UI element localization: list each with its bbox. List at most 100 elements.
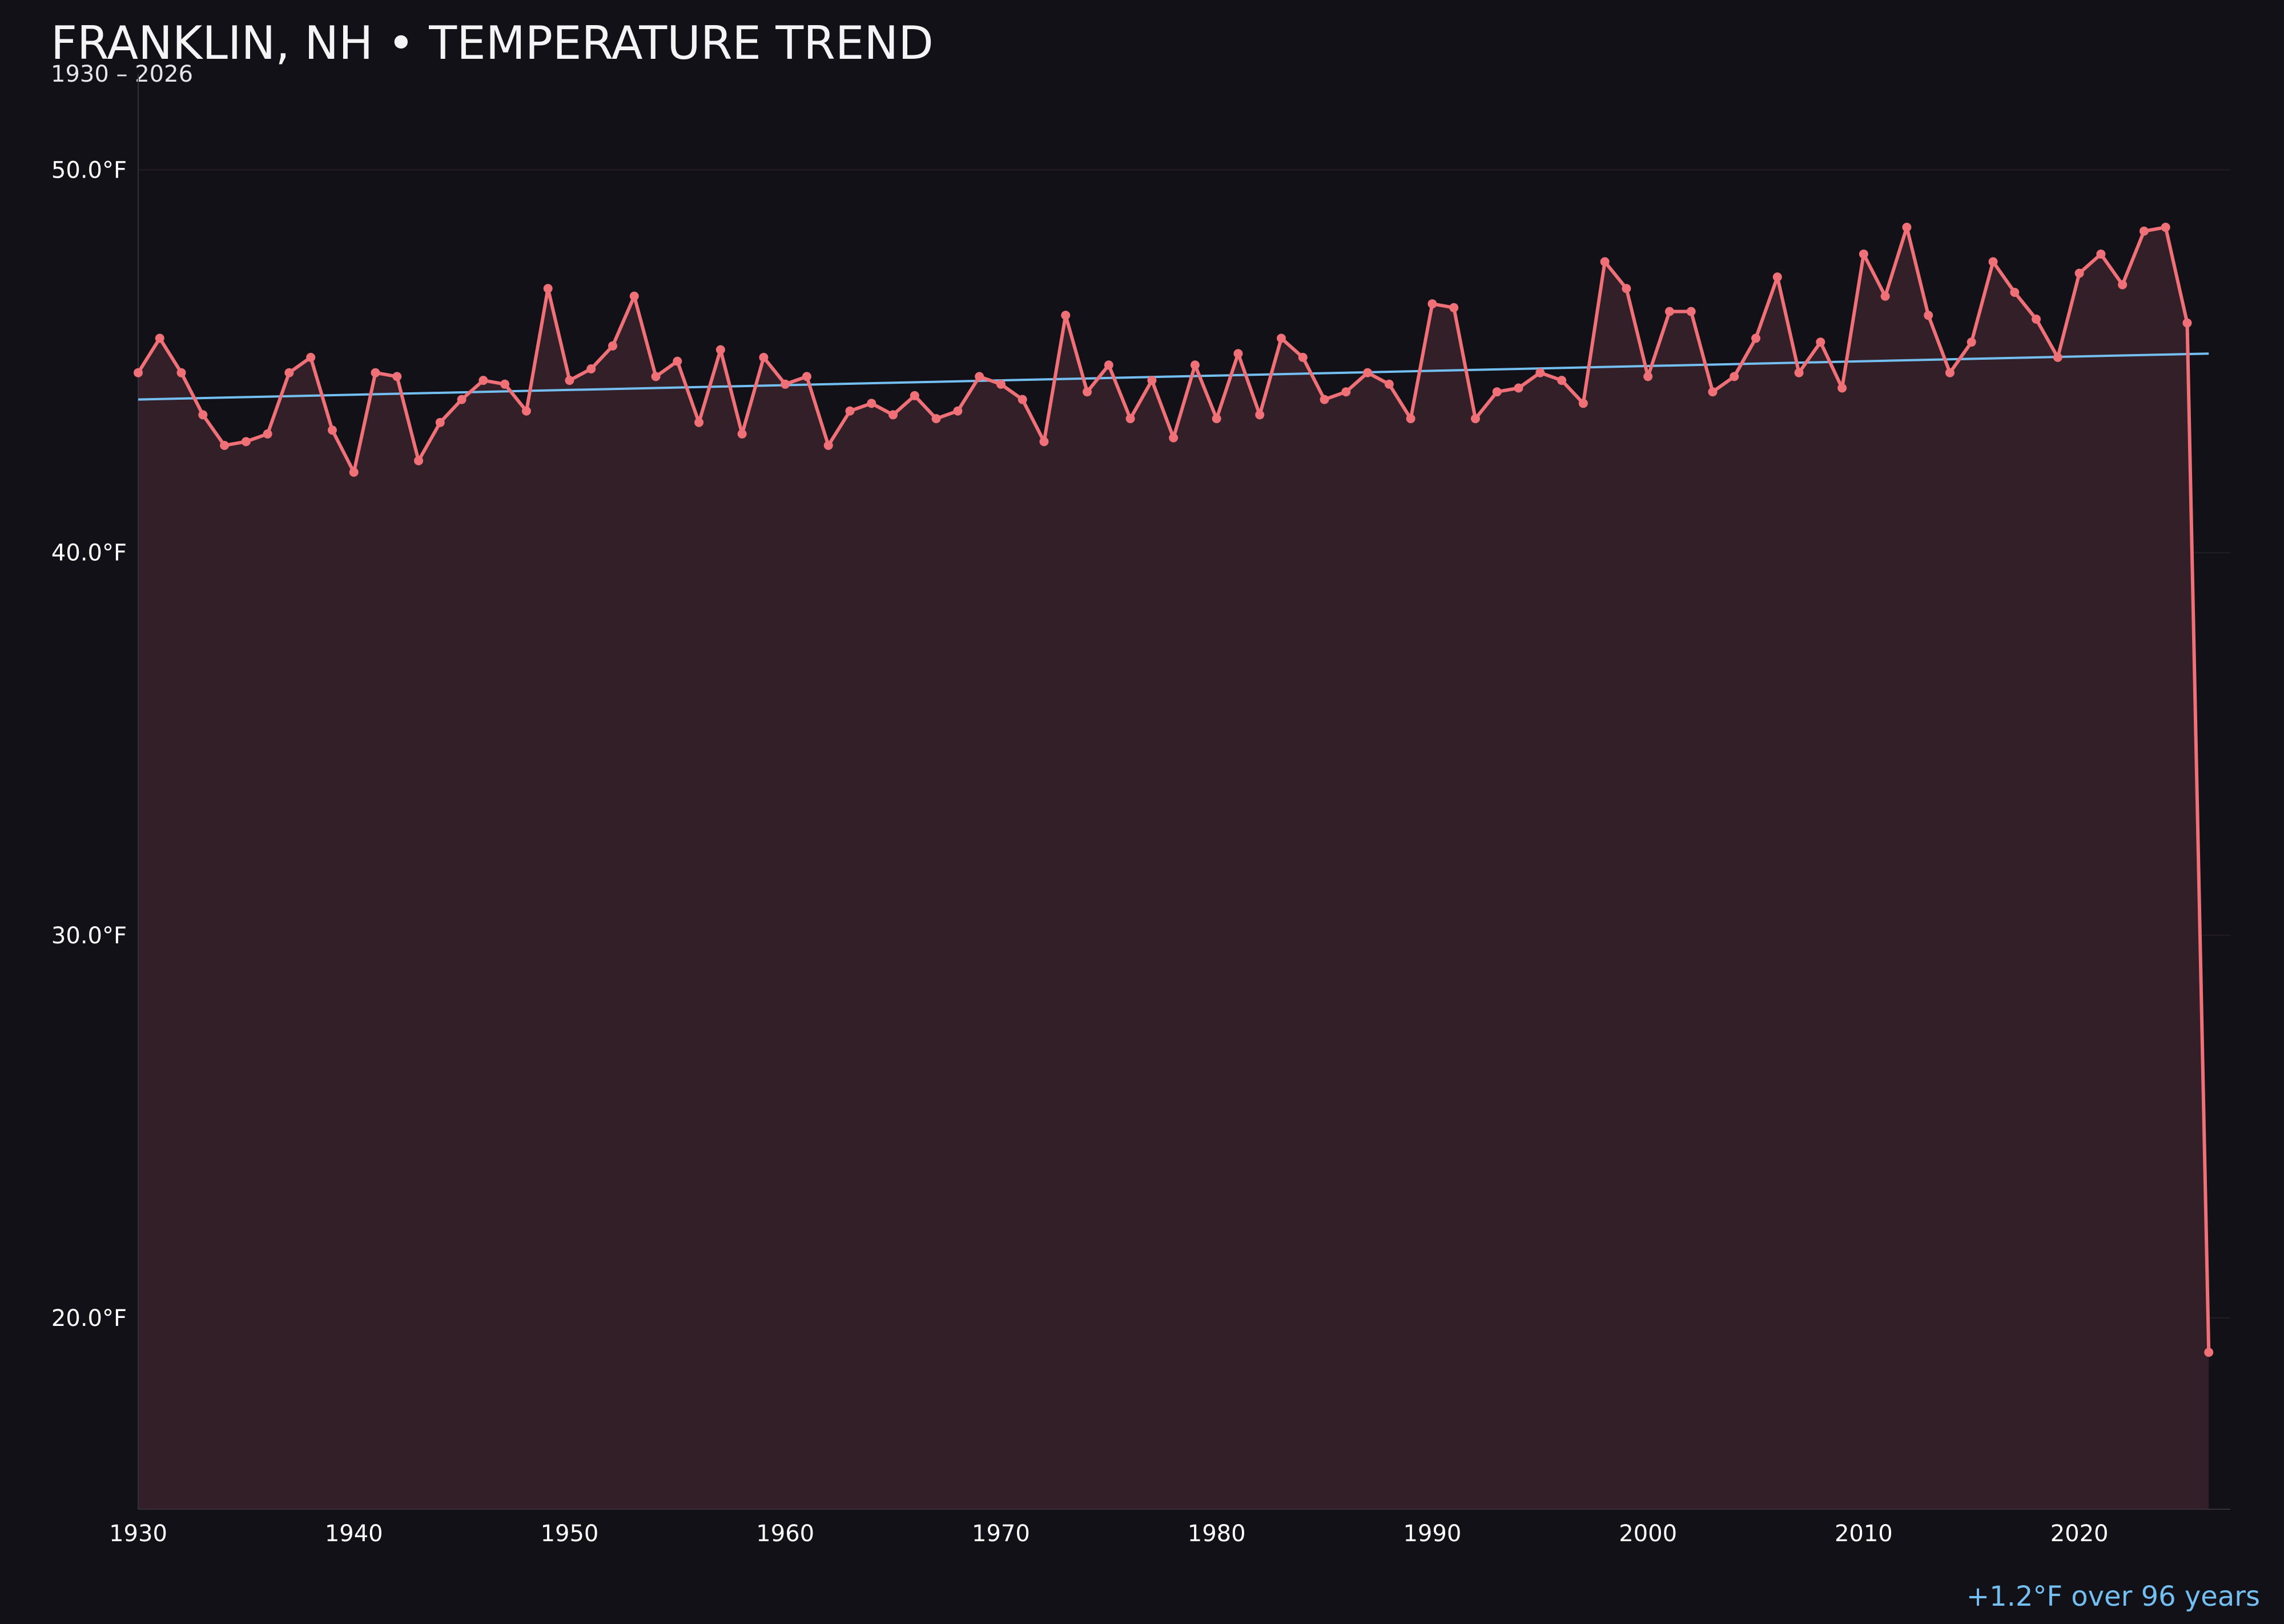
data-point	[802, 372, 811, 381]
data-point	[1018, 395, 1027, 404]
data-point	[2010, 287, 2020, 297]
data-point	[1470, 414, 1480, 424]
data-point	[1083, 387, 1092, 397]
data-point	[1837, 383, 1847, 393]
data-point	[134, 368, 143, 377]
trend-line	[138, 352, 2209, 401]
data-point	[2118, 280, 2128, 290]
data-point	[1514, 383, 1523, 393]
data-point	[1406, 414, 1416, 424]
data-point	[435, 417, 445, 427]
data-point	[823, 441, 833, 451]
data-point	[1233, 349, 1243, 359]
data-point	[241, 437, 251, 447]
data-point	[1816, 337, 1825, 347]
data-point	[1061, 311, 1071, 320]
x-tick-label: 1970	[972, 1521, 1030, 1547]
data-point	[414, 456, 424, 465]
data-point	[1600, 257, 1610, 267]
trend-summary: +1.2°F over 96 years	[1966, 1581, 2260, 1613]
data-point	[673, 356, 682, 366]
data-point	[327, 425, 337, 435]
data-point	[2074, 268, 2084, 278]
data-point	[392, 372, 402, 381]
data-point	[220, 441, 230, 451]
data-point	[1902, 223, 1912, 232]
x-tick-label: 1980	[1188, 1521, 1246, 1547]
data-point	[953, 406, 963, 416]
data-point	[1039, 437, 1049, 447]
data-point	[975, 372, 984, 381]
data-point	[867, 399, 876, 408]
data-point	[500, 379, 510, 389]
data-point	[2204, 1348, 2214, 1357]
data-point	[2161, 223, 2170, 232]
data-point	[1276, 333, 1286, 343]
data-point	[1578, 399, 1588, 408]
y-tick-label: 30.0°F	[51, 923, 127, 949]
data-point	[543, 284, 553, 294]
data-point	[1384, 379, 1394, 389]
data-point	[155, 333, 164, 343]
data-point	[1622, 284, 1631, 294]
data-point	[1341, 387, 1351, 397]
axes	[138, 74, 2230, 1510]
x-tick-label: 1950	[541, 1521, 599, 1547]
x-tick-label: 1930	[109, 1521, 167, 1547]
data-point	[2096, 249, 2106, 259]
data-point	[1104, 360, 1113, 370]
data-point	[2053, 352, 2062, 362]
data-point	[1664, 307, 1674, 316]
data-point	[2139, 226, 2149, 236]
data-point	[1945, 368, 1955, 377]
data-point	[1320, 395, 1329, 404]
data-point	[1643, 372, 1653, 381]
data-point	[1686, 307, 1696, 316]
data-point	[371, 368, 380, 377]
data-point	[1492, 387, 1502, 397]
data-point	[1427, 299, 1437, 309]
x-axis-ticks: 1930 1940 1950 1960 1970 1980 1990 2000 2010 2020	[109, 1521, 2108, 1547]
data-point	[1363, 368, 1373, 377]
data-point	[996, 379, 1006, 389]
area-fill	[138, 227, 2209, 1510]
data-point	[1298, 352, 1308, 362]
data-point	[1730, 372, 1739, 381]
data-point	[1967, 337, 1976, 347]
data-point	[608, 341, 618, 351]
data-point	[1708, 387, 1718, 397]
data-point	[1449, 303, 1459, 312]
data-point	[888, 410, 898, 420]
data-point	[1880, 291, 1890, 301]
x-tick-label: 1960	[756, 1521, 814, 1547]
data-point	[1212, 414, 1221, 424]
data-point	[1190, 360, 1200, 370]
y-tick-label: 50.0°F	[51, 158, 127, 184]
data-point	[1924, 311, 1933, 320]
data-point	[931, 414, 941, 424]
data-point	[1988, 257, 1998, 267]
data-point	[845, 406, 855, 416]
y-axis-ticks: 20.0°F 30.0°F 40.0°F 50.0°F	[51, 158, 127, 1332]
data-point	[1794, 368, 1804, 377]
data-point	[1169, 433, 1179, 443]
x-tick-label: 1990	[1403, 1521, 1461, 1547]
data-point	[1147, 376, 1157, 385]
data-point	[457, 395, 467, 404]
data-point	[1535, 368, 1545, 377]
data-point	[715, 345, 725, 355]
chart-subtitle: 1930 – 2026	[51, 61, 194, 87]
data-point	[478, 376, 488, 385]
data-point	[1859, 249, 1868, 259]
data-point	[521, 406, 531, 416]
data-point	[263, 429, 272, 439]
data-point	[306, 352, 316, 362]
data-point	[198, 410, 208, 420]
data-point	[1255, 410, 1265, 420]
data-point	[781, 379, 790, 389]
data-point	[565, 376, 574, 385]
data-point	[629, 291, 639, 301]
data-point	[759, 352, 769, 362]
x-tick-label: 2010	[1835, 1521, 1893, 1547]
y-tick-label: 40.0°F	[51, 540, 127, 566]
